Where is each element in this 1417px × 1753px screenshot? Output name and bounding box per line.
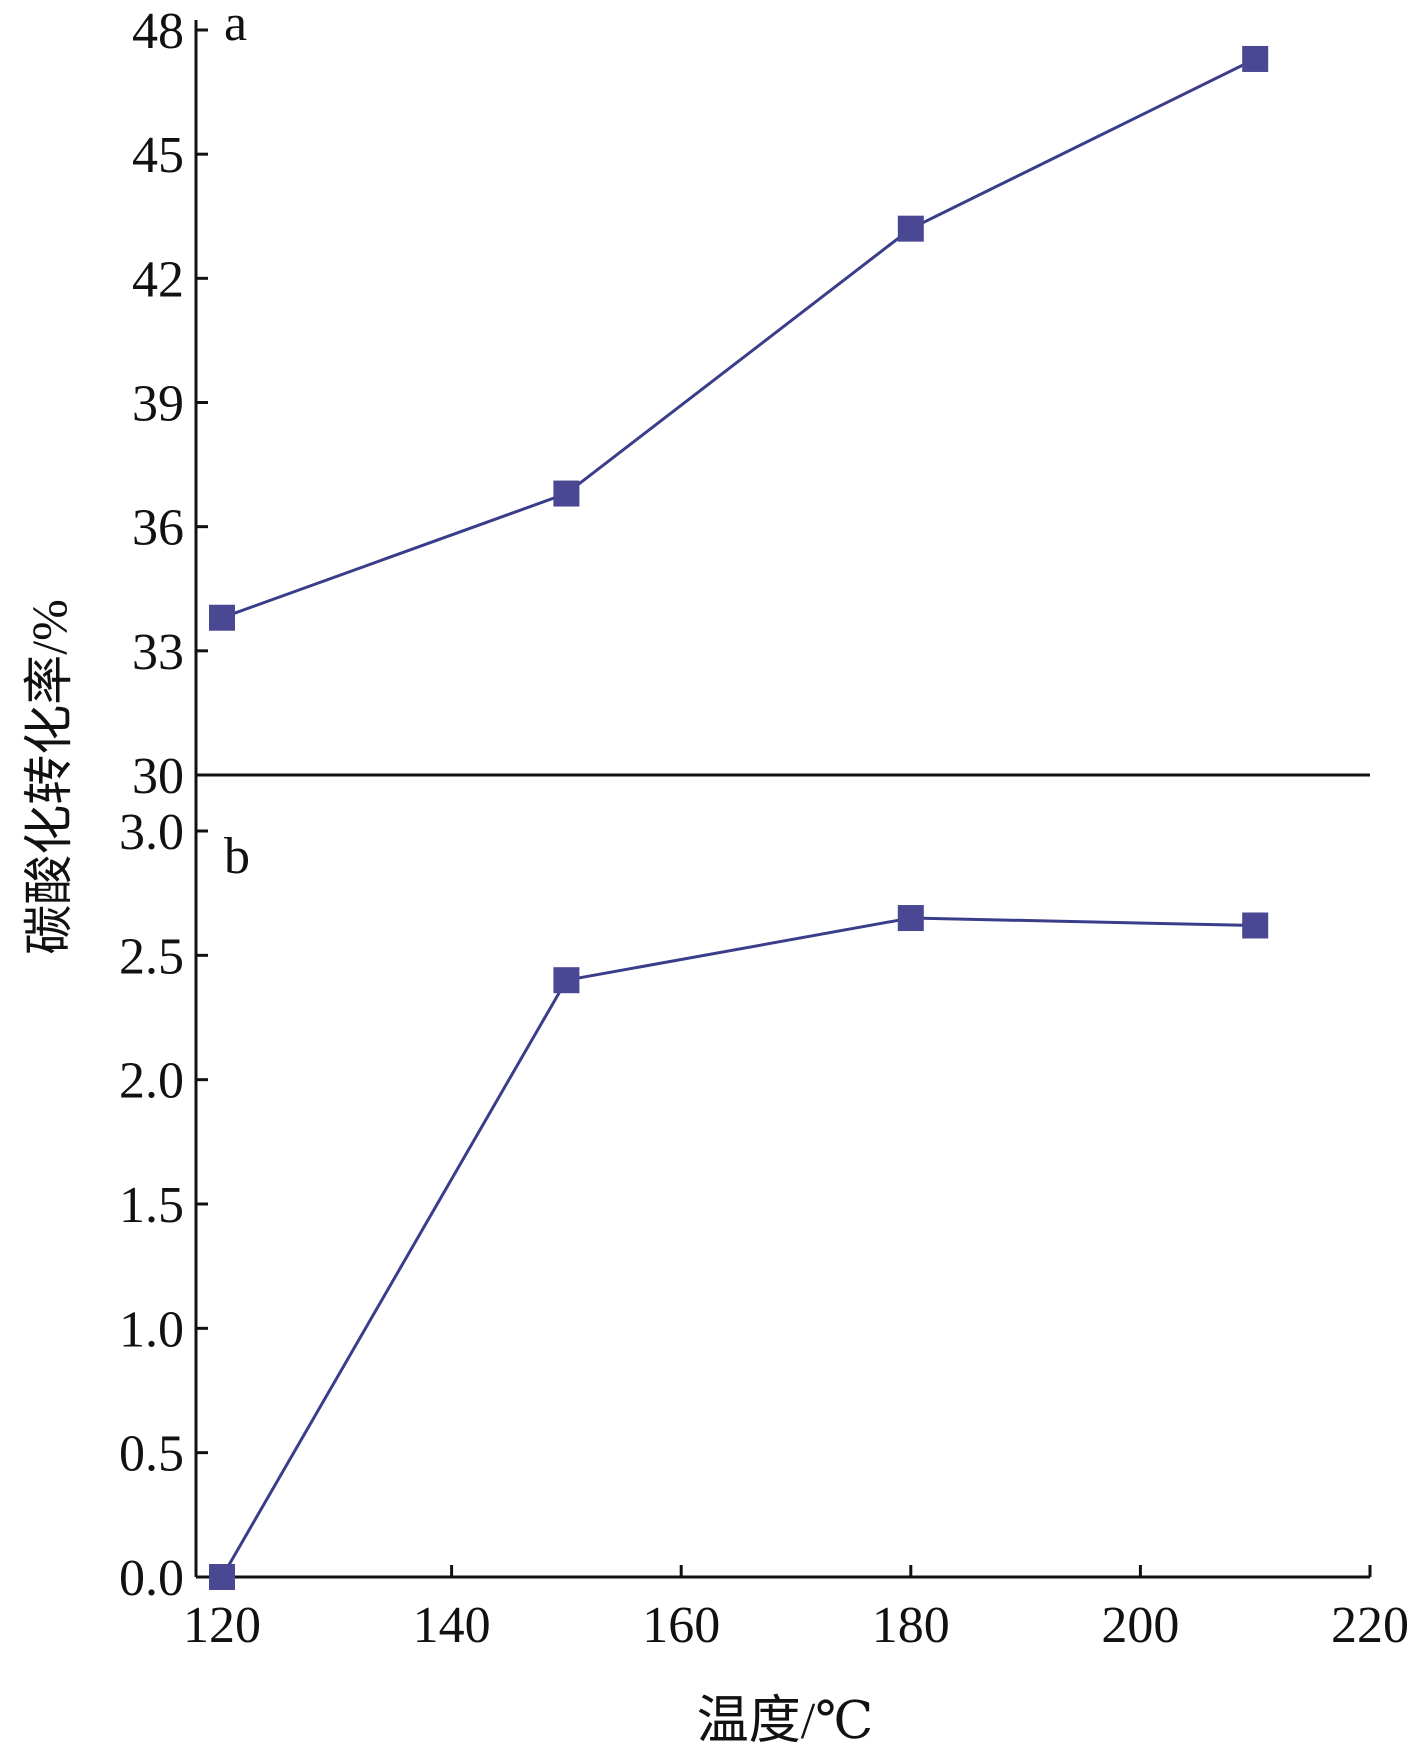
x-tick-label: 140: [413, 1597, 491, 1654]
data-point-a: [1242, 45, 1269, 72]
y-tick-label: 0.5: [119, 1426, 184, 1483]
chart-series: [209, 45, 1269, 1590]
y-tick-label: 42: [132, 251, 184, 308]
series-line-a: [221, 57, 1256, 620]
data-point-a: [209, 604, 235, 631]
y-tick-label: 45: [132, 127, 184, 184]
y-tick-label: 0.0: [119, 1550, 184, 1607]
series-line-b: [220, 916, 1256, 1578]
x-tick-label: 180: [872, 1597, 950, 1654]
data-point-b: [209, 1564, 235, 1590]
y-tick-label: 48: [132, 3, 184, 60]
x-axis-label: 温度/℃: [697, 1693, 874, 1750]
panel-label-b: b: [224, 828, 250, 885]
y-axis-label: 碳酸化转化率/%: [21, 599, 77, 955]
x-tick-label: 220: [1331, 1597, 1409, 1654]
y-tick-label: 1.0: [119, 1301, 184, 1358]
y-tick-label: 36: [132, 500, 184, 557]
x-tick-label: 200: [1101, 1597, 1179, 1654]
x-tick-label: 160: [642, 1597, 720, 1654]
data-point-b: [553, 967, 580, 994]
y-tick-label: 33: [132, 624, 184, 681]
y-tick-label: 2.5: [119, 928, 184, 985]
data-point-a: [897, 215, 924, 242]
chart-axes: 120 140 160 180 200 220 30 33 36 39 42 45 48 a 0.0 0.5 1…: [119, 0, 1409, 1654]
y-tick-label: 39: [132, 376, 184, 433]
y-tick-label: 1.5: [119, 1177, 184, 1234]
y-tick-label: 3.0: [119, 804, 184, 861]
x-tick-label: 120: [183, 1597, 261, 1654]
data-point-b: [1242, 912, 1269, 939]
panel-label-a: a: [224, 0, 247, 52]
data-point-b: [897, 905, 924, 932]
y-tick-label: 2.0: [119, 1053, 184, 1110]
data-point-a: [553, 480, 580, 507]
y-tick-label: 30: [132, 748, 184, 805]
